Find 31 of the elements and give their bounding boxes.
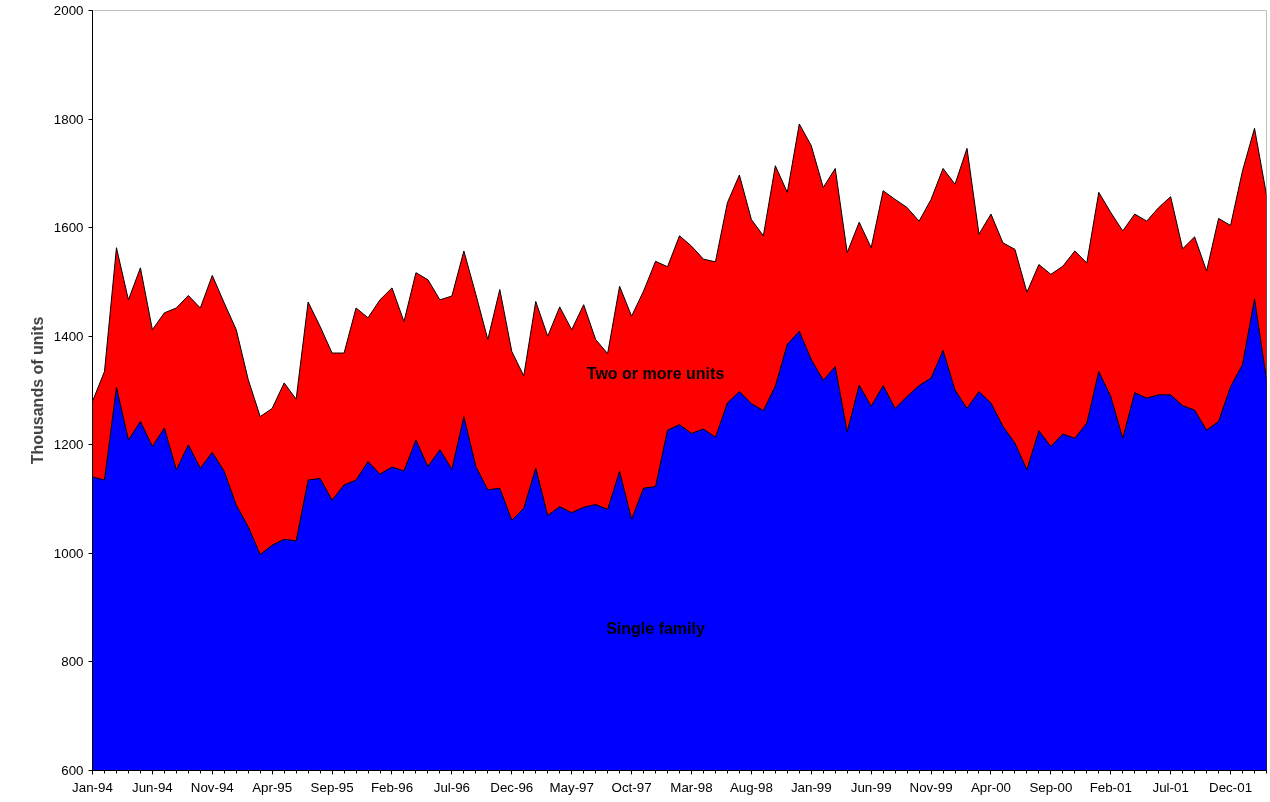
x-tick-label: Sep-95 (310, 779, 354, 795)
x-tick-label: Feb-96 (370, 779, 414, 795)
y-tick-label: 1400 (53, 328, 84, 344)
x-tick-label: Jan-99 (790, 779, 832, 795)
x-tick-label: May-97 (549, 779, 594, 795)
x-tick-label: Aug-98 (729, 779, 773, 795)
x-tick-label: Dec-96 (490, 779, 534, 795)
x-tick-label: Nov-94 (190, 779, 235, 795)
x-tick-label: Jun-99 (850, 779, 892, 795)
x-tick-label: Apr-95 (252, 779, 293, 795)
x-tick-label: Sep-00 (1029, 779, 1073, 795)
x-tick-label: Jul-01 (1152, 779, 1189, 795)
x-tick-label: Jan-94 (72, 779, 114, 795)
y-tick-label: 1600 (53, 220, 84, 236)
x-tick-label: Nov-99 (909, 779, 953, 795)
x-tick-label: Apr-00 (970, 779, 1011, 795)
x-tick-label: Mar-98 (670, 779, 713, 795)
x-tick-label: Jun-94 (132, 779, 174, 795)
y-tick-label: 1800 (53, 111, 84, 127)
series-label: Single family (606, 620, 705, 638)
y-axis-title: Thousands of units (28, 316, 46, 465)
x-tick-label: Feb-01 (1089, 779, 1132, 795)
y-tick-label: 2000 (53, 3, 84, 18)
y-tick-label: 600 (61, 763, 84, 778)
y-tick-label: 1200 (53, 437, 84, 453)
x-tick-label: Dec-01 (1209, 779, 1253, 795)
y-tick-label: 800 (61, 654, 84, 670)
x-tick-label: Jul-96 (433, 779, 471, 795)
x-tick-label: Oct-97 (611, 779, 652, 795)
series-label: Two or more units (586, 365, 725, 383)
y-tick-label: 1000 (53, 545, 84, 561)
